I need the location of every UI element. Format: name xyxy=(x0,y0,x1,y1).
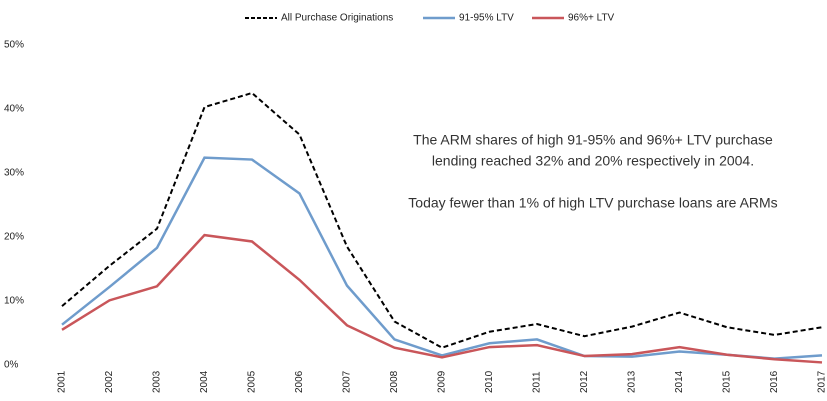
legend-label: 96%+ LTV xyxy=(568,13,615,24)
x-tick-label: 2007 xyxy=(342,370,353,393)
y-tick-label: 0% xyxy=(4,360,19,371)
x-tick-label: 2015 xyxy=(722,370,733,393)
x-tick-label: 2002 xyxy=(104,370,115,393)
x-tick-label: 2006 xyxy=(294,370,305,393)
x-tick-label: 2013 xyxy=(627,370,638,393)
x-tick-label: 2001 xyxy=(57,370,68,393)
series-line xyxy=(61,156,823,360)
x-tick-label: 2017 xyxy=(817,370,827,393)
annotation: The ARM shares of high 91-95% and 96%+ L… xyxy=(413,132,773,148)
y-tick-label: 30% xyxy=(4,168,24,179)
y-tick-label: 20% xyxy=(4,232,24,243)
x-tick-label: 2012 xyxy=(579,370,590,393)
legend-label: 91-95% LTV xyxy=(459,13,514,24)
x-tick-label: 2004 xyxy=(199,370,210,393)
x-tick-label: 2005 xyxy=(247,370,258,393)
x-tick-label: 2010 xyxy=(484,370,495,393)
x-tick-label: 2014 xyxy=(674,370,685,393)
series-line xyxy=(61,91,823,349)
legend-label: All Purchase Originations xyxy=(281,13,393,24)
y-tick-label: 50% xyxy=(4,40,24,51)
series-line xyxy=(61,233,823,364)
x-tick-label: 2009 xyxy=(437,370,448,393)
annotation: lending reached 32% and 20% respectively… xyxy=(432,153,754,169)
x-tick-label: 2008 xyxy=(389,370,400,393)
x-tick-label: 2016 xyxy=(769,370,780,393)
x-tick-label: 2003 xyxy=(152,370,163,393)
y-tick-label: 40% xyxy=(4,104,24,115)
y-tick-label: 10% xyxy=(4,296,24,307)
annotation: Today fewer than 1% of high LTV purchase… xyxy=(408,195,777,211)
x-tick-label: 2011 xyxy=(532,371,543,393)
